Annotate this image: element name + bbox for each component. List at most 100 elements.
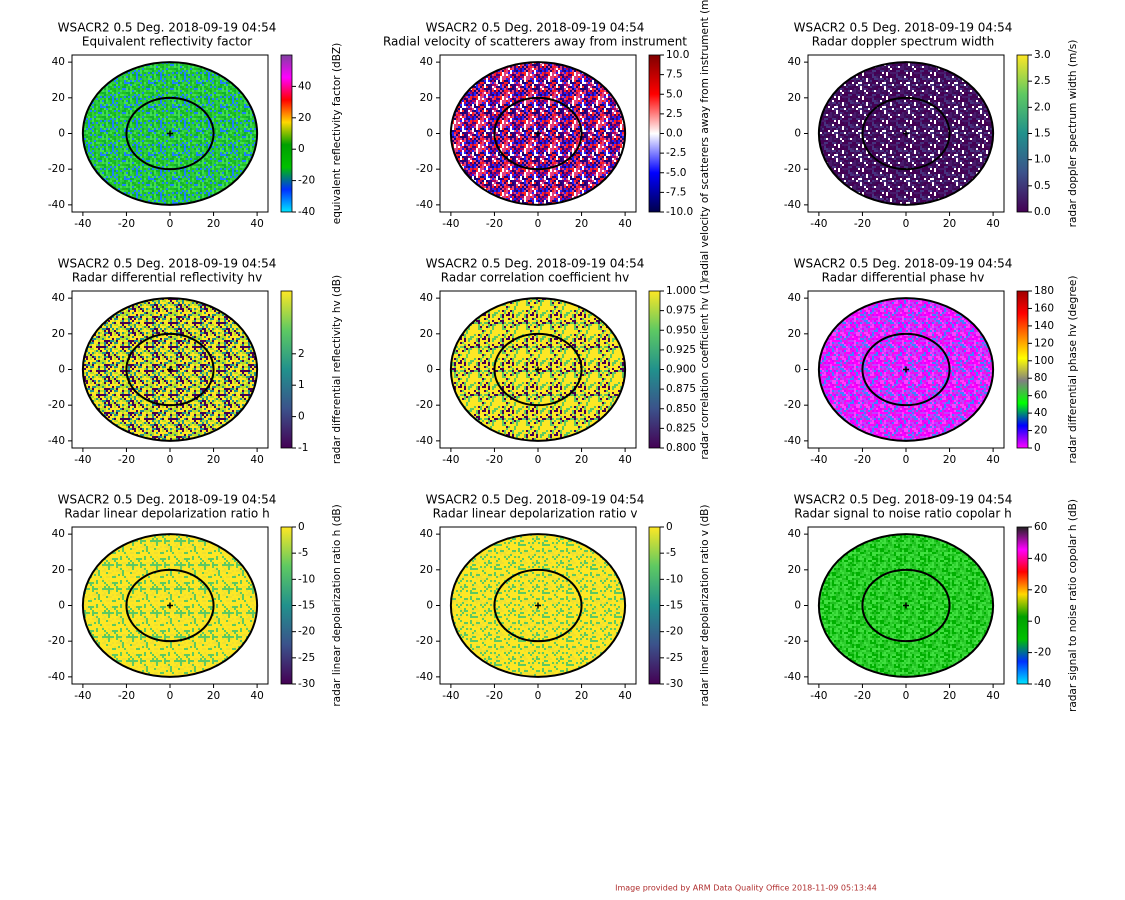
x-tick-label: 20 [575, 690, 588, 702]
colorbar-tick-label: 80 [1034, 372, 1047, 384]
x-tick-label: 20 [207, 454, 220, 466]
colorbar-label: radar linear depolarization ratio v (dB) [699, 505, 711, 707]
x-tick-label: 20 [575, 218, 588, 230]
colorbar-tick-label: 20 [298, 112, 311, 124]
y-tick-label: 20 [52, 564, 65, 576]
colorbar-tick-label: -10 [298, 573, 315, 585]
x-tick-label: -40 [810, 218, 827, 230]
colorbar-tick-label: 3.0 [1034, 49, 1051, 61]
panel-subtitle: Radar correlation coefficient hv [441, 271, 629, 285]
range-ring [493, 96, 583, 171]
range-ring [125, 96, 215, 171]
colorbar-tick-label: 0.875 [666, 383, 696, 395]
panel-title: WSACR2 0.5 Deg. 2018-09-19 04:54 [794, 21, 1013, 35]
colorbar-tick-label: -5 [666, 547, 676, 559]
colorbar-tick-label: 2 [298, 348, 305, 360]
panel-title: WSACR2 0.5 Deg. 2018-09-19 04:54 [794, 493, 1013, 507]
y-tick-label: -20 [784, 163, 801, 175]
panel-title: WSACR2 0.5 Deg. 2018-09-19 04:54 [426, 257, 645, 271]
radar-center [535, 602, 541, 609]
colorbar-tick-label: 10.0 [666, 49, 689, 61]
x-tick-label: 40 [250, 690, 263, 702]
colorbar [280, 526, 293, 685]
colorbar-tick-label: 0.800 [666, 442, 696, 454]
panel-title: WSACR2 0.5 Deg. 2018-09-19 04:54 [426, 21, 645, 35]
colorbar-tick-label: 100 [1034, 355, 1054, 367]
range-ring [449, 297, 627, 442]
radar-center [167, 366, 173, 373]
colorbar-tick-label: -5.0 [666, 167, 687, 179]
colorbar-tick-label: -1 [298, 442, 308, 454]
x-tick-label: 0 [167, 454, 174, 466]
panel-title: WSACR2 0.5 Deg. 2018-09-19 04:54 [58, 493, 277, 507]
y-tick-label: -20 [48, 635, 65, 647]
x-tick-label: 20 [207, 218, 220, 230]
y-tick-label: 20 [52, 328, 65, 340]
x-tick-label: 20 [943, 454, 956, 466]
colorbar-tick-label: 0.925 [666, 344, 696, 356]
x-tick-label: -20 [854, 218, 871, 230]
radar-center [903, 130, 909, 137]
x-tick-label: 0 [535, 218, 542, 230]
x-tick-label: 40 [250, 218, 263, 230]
colorbar-tick-label: 1.5 [1034, 128, 1051, 140]
y-tick-label: 0 [794, 128, 801, 140]
range-ring [449, 61, 627, 206]
y-tick-label: 0 [58, 600, 65, 612]
colorbar-tick-label: 20 [1034, 425, 1047, 437]
panel-subtitle: Equivalent reflectivity factor [82, 35, 252, 49]
colorbar-tick-label: 0 [1034, 615, 1041, 627]
colorbar-tick-label: 40 [298, 80, 311, 92]
y-tick-label: 40 [788, 56, 801, 68]
x-tick-label: -40 [74, 690, 91, 702]
x-tick-label: -20 [118, 454, 135, 466]
colorbar-tick-label: 7.5 [666, 69, 683, 81]
y-tick-label: -40 [784, 199, 801, 211]
colorbar-label: radar correlation coefficient hv (1) [699, 279, 711, 459]
y-tick-label: 0 [794, 600, 801, 612]
y-tick-label: 0 [426, 128, 433, 140]
x-tick-label: -40 [810, 454, 827, 466]
colorbar-tick-label: 1.0 [1034, 154, 1051, 166]
colorbar [1016, 526, 1029, 685]
panel-subtitle: Radar linear depolarization ratio v [433, 507, 638, 521]
panel-subtitle: Radar linear depolarization ratio h [64, 507, 269, 521]
range-ring [81, 61, 259, 206]
x-tick-label: 40 [618, 218, 631, 230]
range-ring [81, 533, 259, 678]
colorbar [648, 54, 661, 213]
x-tick-label: -20 [854, 690, 871, 702]
x-tick-label: 40 [250, 454, 263, 466]
colorbar-tick-label: -20 [298, 175, 315, 187]
y-tick-label: 0 [794, 364, 801, 376]
x-tick-label: 0 [535, 454, 542, 466]
x-tick-label: 40 [986, 454, 999, 466]
x-tick-label: -20 [854, 454, 871, 466]
y-tick-label: 0 [58, 128, 65, 140]
x-tick-label: 0 [535, 690, 542, 702]
range-ring [125, 332, 215, 407]
panel-title: WSACR2 0.5 Deg. 2018-09-19 04:54 [794, 257, 1013, 271]
colorbar-tick-label: 2.5 [666, 108, 683, 120]
x-tick-label: -40 [442, 218, 459, 230]
x-tick-label: 20 [575, 454, 588, 466]
colorbar-tick-label: 0.900 [666, 364, 696, 376]
colorbar-label: equivalent reflectivity factor (dBZ) [331, 43, 343, 224]
y-tick-label: 20 [52, 92, 65, 104]
x-tick-label: 0 [903, 454, 910, 466]
colorbar-label: radar signal to noise ratio copolar h (d… [1067, 499, 1079, 712]
x-tick-label: 20 [943, 690, 956, 702]
range-ring [817, 297, 995, 442]
footer: Image provided by ARM Data Quality Offic… [615, 884, 877, 893]
colorbar-tick-label: -30 [666, 678, 683, 690]
colorbar-tick-label: -2.5 [666, 147, 687, 159]
colorbar-tick-label: -15 [298, 600, 315, 612]
x-tick-label: 0 [903, 218, 910, 230]
colorbar-label: radar doppler spectrum width (m/s) [1067, 40, 1079, 228]
colorbar-tick-label: 2.5 [1034, 75, 1051, 87]
colorbar-tick-label: -40 [298, 206, 315, 218]
range-ring [861, 96, 951, 171]
colorbar-tick-label: -25 [666, 652, 683, 664]
x-tick-label: -40 [74, 454, 91, 466]
y-tick-label: 20 [788, 328, 801, 340]
